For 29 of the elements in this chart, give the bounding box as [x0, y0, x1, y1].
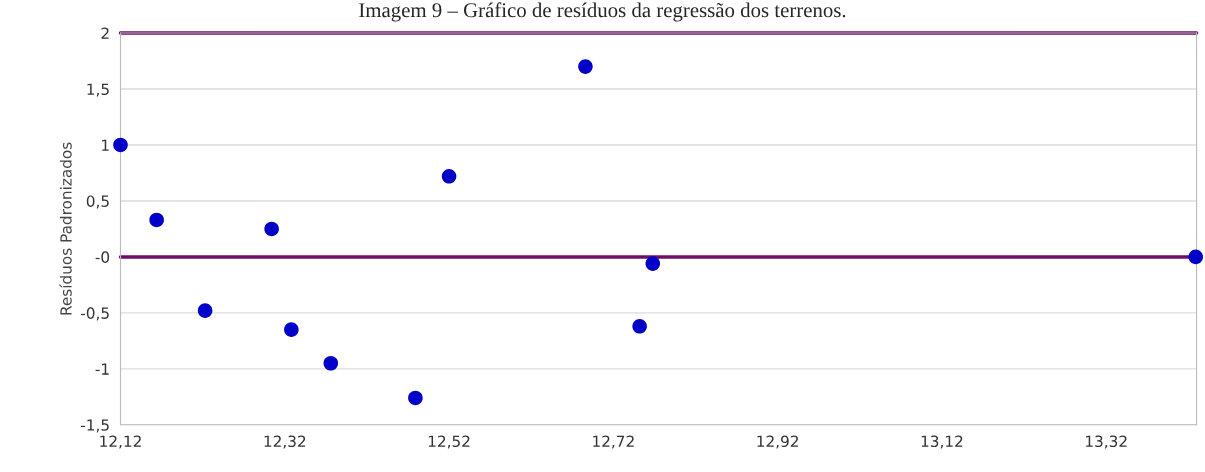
- point: [197, 303, 213, 318]
- x-tick-label: 12,12: [100, 435, 141, 449]
- x-tick-label: 12,52: [428, 435, 470, 449]
- x-tick-label: 12,72: [593, 435, 634, 449]
- x-tick-label: 13,32: [1086, 435, 1127, 449]
- y-axis-title: Resíduos Padronizados: [59, 142, 72, 315]
- y-tick-label: -0: [95, 251, 110, 263]
- x-tick-label: 12,32: [264, 435, 306, 449]
- point: [645, 256, 661, 271]
- y-tick-label: 0,5: [86, 195, 109, 209]
- y-tick-label: 1,5: [87, 83, 109, 97]
- x-tick-label: 13,12: [921, 435, 963, 449]
- point: [149, 212, 164, 228]
- point: [264, 221, 279, 237]
- point: [578, 59, 593, 74]
- point: [113, 137, 128, 153]
- y-tick-label: 1: [102, 139, 109, 151]
- point: [323, 355, 339, 371]
- y-tick-label: 2: [101, 27, 109, 39]
- chart-title: Imagem 9 – Gráfico de resíduos da regressão dos terrenos.: [359, 2, 846, 22]
- y-tick-label: -1: [95, 363, 109, 375]
- x-tick-label: 12,92: [757, 435, 798, 449]
- point: [284, 322, 299, 337]
- point: [441, 169, 457, 184]
- point: [632, 319, 647, 334]
- y-tick-label: -0,5: [81, 307, 109, 321]
- y-tick-label: -1,5: [81, 419, 109, 433]
- point: [1188, 249, 1204, 265]
- point: [408, 390, 423, 406]
